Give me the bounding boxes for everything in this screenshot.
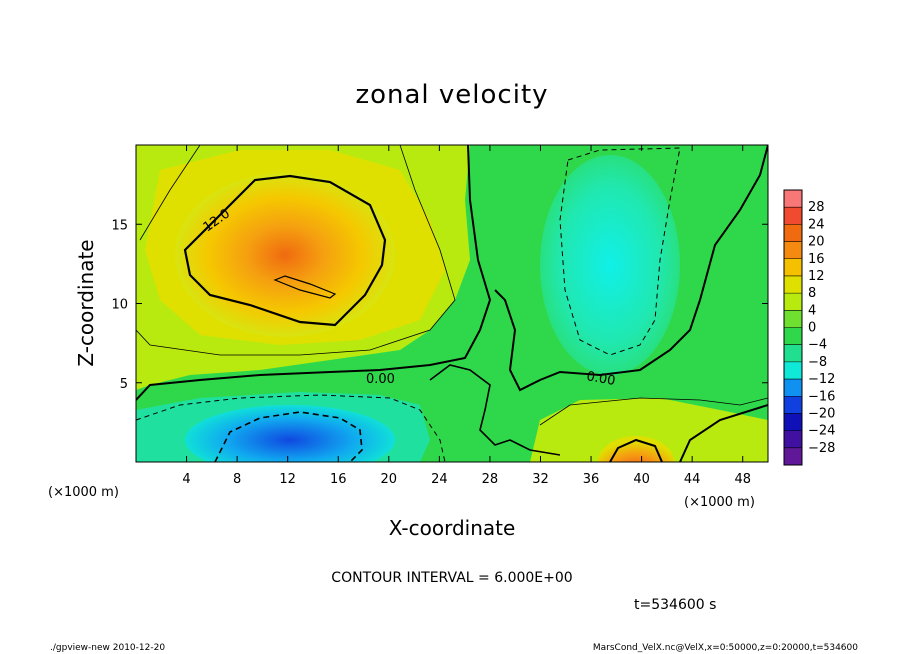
contour-zero bbox=[136, 145, 492, 401]
contour-label-zero-left: 0.00 bbox=[366, 372, 395, 387]
x-axis: 4 8 12 16 20 24 28 32 36 40 44 48 bbox=[182, 145, 751, 487]
colorbar-label: −20 bbox=[808, 406, 835, 421]
colorbar-swatch bbox=[784, 258, 802, 277]
colorbar-label: 4 bbox=[808, 303, 816, 318]
region-negative-core bbox=[185, 405, 395, 462]
x-unit-right: (×1000 m) bbox=[684, 495, 755, 510]
y-tick-label: 10 bbox=[111, 298, 128, 313]
x-tick-label: 28 bbox=[482, 472, 499, 487]
colorbar-label: −12 bbox=[808, 372, 835, 387]
contour-zero-right bbox=[494, 145, 768, 392]
x-tick-label: 4 bbox=[182, 472, 190, 487]
colorbar-label: 20 bbox=[808, 235, 825, 250]
colorbar-label: 8 bbox=[808, 286, 816, 301]
colorbar-label: 24 bbox=[808, 217, 825, 232]
y-axis: 5 10 15 bbox=[111, 218, 768, 392]
y-axis-title: Z-coordinate bbox=[74, 239, 98, 366]
contour-label-zero-right: 0.00 bbox=[585, 369, 616, 389]
x-tick-label: 40 bbox=[633, 472, 650, 487]
x-tick-label: 44 bbox=[684, 472, 701, 487]
plot-area bbox=[136, 145, 768, 462]
colorbar-swatch bbox=[784, 241, 802, 260]
colorbar-swatch bbox=[784, 293, 802, 311]
x-tick-label: 16 bbox=[330, 472, 347, 487]
x-tick-label: 20 bbox=[381, 472, 398, 487]
x-tick-label: 12 bbox=[279, 472, 296, 487]
colorbar-swatch bbox=[784, 327, 802, 346]
contour-6-lower-right bbox=[539, 397, 768, 426]
region-positive-lower-right bbox=[530, 398, 768, 462]
colorbar-swatch bbox=[784, 190, 802, 208]
x-tick-label: 48 bbox=[734, 472, 751, 487]
region-positive-core bbox=[175, 173, 395, 337]
contour-6-thin bbox=[136, 145, 456, 356]
colorbar-swatch bbox=[784, 413, 802, 432]
colorbar-swatch bbox=[784, 344, 802, 363]
colorbar-swatch bbox=[784, 207, 802, 225]
x-tick-label: 24 bbox=[431, 472, 448, 487]
colorbar-label: 12 bbox=[808, 269, 825, 284]
contour-neg6 bbox=[559, 147, 681, 356]
colorbar-label: 0 bbox=[808, 321, 816, 336]
x-tick-label: 8 bbox=[233, 472, 241, 487]
contour-neg6-lower bbox=[136, 394, 446, 462]
y-tick-label: 15 bbox=[111, 218, 128, 233]
contour-interval-text: CONTOUR INTERVAL = 6.000E+00 bbox=[331, 570, 572, 586]
time-text: t=534600 s bbox=[634, 597, 716, 613]
contour-18 bbox=[273, 275, 337, 299]
colorbar-swatch bbox=[784, 379, 802, 397]
region-negative-upper-right bbox=[540, 155, 680, 375]
colorbar-label: −24 bbox=[808, 424, 835, 439]
footer-left: ./gpview-new 2010-12-20 bbox=[50, 643, 165, 653]
x-tick-label: 36 bbox=[583, 472, 600, 487]
colorbar-swatch bbox=[784, 310, 802, 328]
contour-zero-lower-right bbox=[679, 404, 768, 462]
colorbar-label: −16 bbox=[808, 389, 835, 404]
x-axis-title: X-coordinate bbox=[389, 516, 516, 540]
contour-12 bbox=[183, 174, 387, 327]
colorbar-swatch bbox=[784, 447, 802, 466]
region-positive-surface-jet bbox=[598, 436, 674, 462]
colorbar: 28 24 20 16 12 8 4 0 −4 −8 −12 −16 −20 −24 −28 bbox=[783, 189, 835, 466]
x-unit-left: (×1000 m) bbox=[48, 485, 119, 500]
colorbar-swatch bbox=[784, 430, 802, 449]
colorbar-label: 28 bbox=[808, 200, 825, 215]
colorbar-label: 16 bbox=[808, 252, 825, 267]
contour-12-surface bbox=[609, 438, 663, 462]
colorbar-swatch bbox=[784, 396, 802, 414]
y-tick-label: 5 bbox=[120, 377, 128, 392]
colorbar-swatch bbox=[784, 275, 802, 294]
x-tick-label: 32 bbox=[532, 472, 549, 487]
colorbar-label: −8 bbox=[808, 355, 827, 370]
footer-right: MarsCond_VelX.nc@VelX,x=0:50000,z=0:2000… bbox=[593, 643, 858, 653]
colorbar-swatch bbox=[784, 361, 802, 380]
chart-title: zonal velocity bbox=[355, 80, 548, 110]
colorbar-label: −4 bbox=[808, 338, 827, 353]
colorbar-label: −28 bbox=[808, 441, 835, 456]
colorbar-swatch bbox=[784, 224, 802, 243]
contour-zero-mid bbox=[429, 364, 561, 456]
